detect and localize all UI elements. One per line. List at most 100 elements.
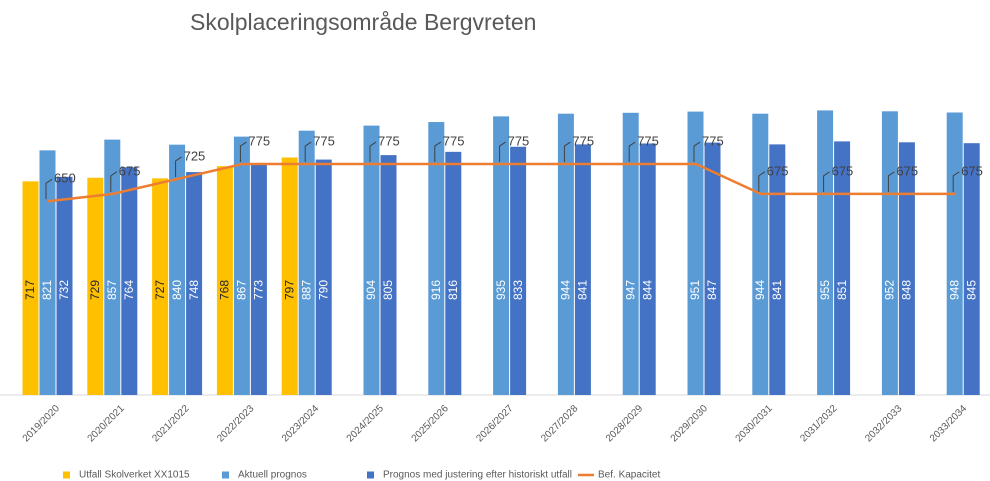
line-value-label: 725 <box>184 148 206 163</box>
line-value-label: 675 <box>119 163 141 178</box>
legend-swatch <box>63 471 70 479</box>
line-value-label: 775 <box>378 133 400 148</box>
bar <box>639 143 656 395</box>
bar <box>704 142 721 395</box>
bar <box>121 167 138 395</box>
x-tick-label: 2025/2026 <box>410 403 452 445</box>
bar <box>216 166 233 395</box>
label-leader <box>369 141 377 163</box>
x-tick-label: 2030/2031 <box>734 403 776 445</box>
bar-value-label: 821 <box>40 280 54 300</box>
bar-value-label: 887 <box>299 280 313 300</box>
line-value-label: 775 <box>443 133 465 148</box>
bar <box>557 113 574 396</box>
bar-value-label: 944 <box>559 280 573 300</box>
bar-value-label: 768 <box>218 280 232 300</box>
legend-label: Prognos med justering efter historiskt u… <box>383 470 572 481</box>
bar-value-label: 805 <box>381 280 395 300</box>
label-leader <box>175 156 182 177</box>
legend-label: Bef. Kapacitet <box>598 470 660 481</box>
bar-value-label: 790 <box>316 280 330 300</box>
x-tick-label: 2022/2023 <box>215 403 257 445</box>
bar <box>510 146 527 395</box>
bar <box>445 151 462 395</box>
bar-value-label: 816 <box>446 280 460 300</box>
x-tick-label: 2020/2021 <box>86 403 128 445</box>
line-value-label: 650 <box>54 171 76 186</box>
bar-value-label: 851 <box>835 280 849 300</box>
line-value-label: 775 <box>313 133 335 148</box>
bar-value-label: 764 <box>122 280 136 300</box>
x-tick-label: 2032/2033 <box>863 403 905 445</box>
label-leader <box>563 141 571 163</box>
line-value-label: 675 <box>896 163 918 178</box>
bar-value-label: 773 <box>252 280 266 300</box>
bar <box>428 122 445 396</box>
bar <box>380 155 397 395</box>
bar-value-label: 857 <box>105 280 119 300</box>
x-tick-label: 2028/2029 <box>604 403 646 445</box>
legend-label: Utfall Skolverket XX1015 <box>79 470 190 481</box>
bar <box>834 141 851 395</box>
line-value-label: 675 <box>767 163 789 178</box>
bar <box>87 177 104 395</box>
bar-value-label: 732 <box>57 280 71 300</box>
bar-value-label: 729 <box>88 280 102 300</box>
bar <box>881 111 898 395</box>
bar <box>946 112 963 395</box>
bar <box>493 116 510 396</box>
label-leader <box>628 141 636 163</box>
legend-label: Aktuell prognos <box>238 470 307 481</box>
bar-value-label: 848 <box>900 280 914 300</box>
legend-swatch <box>222 471 229 479</box>
label-leader <box>239 141 247 163</box>
label-leader <box>499 141 506 163</box>
chart-title: Skolplaceringsområde Bergvreten <box>190 9 536 35</box>
bar-value-label: 833 <box>511 280 525 300</box>
bar <box>574 144 591 395</box>
bar <box>186 172 203 395</box>
line-value-label: 775 <box>637 133 659 148</box>
label-leader <box>434 141 442 163</box>
bar-value-label: 948 <box>947 280 961 300</box>
x-tick-label: 2023/2024 <box>280 403 322 445</box>
line-value-label: 675 <box>832 163 854 178</box>
x-tick-label: 2021/2022 <box>150 403 192 445</box>
x-tick-label: 2031/2032 <box>798 403 840 445</box>
bar <box>281 157 298 395</box>
bar-value-label: 840 <box>170 280 184 300</box>
bar <box>22 181 39 395</box>
label-leader <box>823 171 830 192</box>
x-tick-label: 2019/2020 <box>21 403 63 445</box>
x-tick-label: 2026/2027 <box>474 403 516 445</box>
bar <box>104 139 121 395</box>
x-tick-label: 2024/2025 <box>345 403 387 445</box>
bar <box>233 136 250 395</box>
bar <box>250 164 267 395</box>
bar-value-label: 845 <box>964 280 978 300</box>
bar <box>169 144 186 395</box>
x-tick-label: 2029/2030 <box>669 403 711 445</box>
bar <box>687 111 704 396</box>
label-leader <box>758 171 766 192</box>
bar-value-label: 952 <box>883 280 897 300</box>
bar <box>298 130 315 395</box>
bar-value-label: 904 <box>364 280 378 300</box>
line <box>47 162 956 203</box>
x-tick-label: 2033/2034 <box>928 403 970 445</box>
bar <box>817 110 834 395</box>
line-value-label: 775 <box>572 133 594 148</box>
bar-value-label: 867 <box>235 280 249 300</box>
bar <box>56 176 73 395</box>
bar <box>963 143 980 395</box>
bar-value-label: 955 <box>818 280 832 300</box>
bar <box>769 144 786 395</box>
bar-value-label: 947 <box>623 280 637 300</box>
bar-value-label: 847 <box>705 280 719 300</box>
bar-value-label: 935 <box>494 280 508 300</box>
bar-value-label: 916 <box>429 280 443 300</box>
label-leader <box>693 141 701 163</box>
bar <box>898 142 915 395</box>
bar <box>152 178 169 395</box>
label-leader <box>110 171 118 192</box>
